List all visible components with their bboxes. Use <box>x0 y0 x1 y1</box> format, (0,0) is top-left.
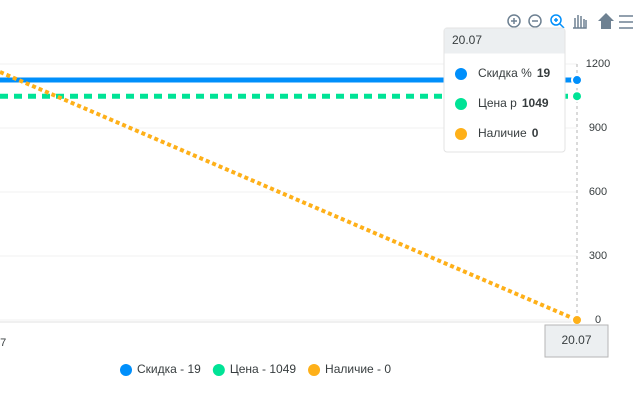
legend-marker <box>308 364 321 376</box>
marker <box>571 314 583 326</box>
toolbar <box>507 13 633 29</box>
marker <box>571 74 583 87</box>
y-tick-label: 300 <box>589 250 607 262</box>
x-tick-label: 07 <box>0 337 6 349</box>
legend-marker <box>212 364 225 376</box>
zoom-out-button[interactable] <box>528 14 542 28</box>
tooltip-title: 20.07 <box>452 33 482 47</box>
pan-button[interactable] <box>573 15 587 29</box>
legend: Скидка - 19 Цена - 1049 Наличие - 0 <box>120 362 391 376</box>
tooltip: 20.07 Скидка % 19 Цена р 1049 Наличие 0 <box>443 27 566 153</box>
y-tick-label: 900 <box>589 122 607 134</box>
x-axis-tooltip-label: 20.07 <box>561 333 591 347</box>
menu-button[interactable] <box>619 15 633 29</box>
marker <box>571 90 583 103</box>
tooltip-marker <box>455 128 467 140</box>
zoom-in-button[interactable] <box>507 14 521 28</box>
tooltip-series-name: Скидка % <box>478 66 532 80</box>
tooltip-series-name: Наличие <box>478 126 527 140</box>
legend-marker <box>120 364 132 376</box>
legend-label: Скидка - 19 <box>137 362 201 376</box>
tooltip-value: 1049 <box>522 96 549 110</box>
x-axis-tooltip <box>544 324 609 358</box>
zoom-button[interactable] <box>550 14 565 29</box>
tooltip-value: 19 <box>537 66 551 80</box>
legend-label: Наличие - 0 <box>325 362 391 376</box>
tooltip-box <box>443 27 566 153</box>
tooltip-series-name: Цена р <box>478 96 517 110</box>
y-tick-label: 600 <box>589 186 607 198</box>
reset-button[interactable] <box>598 13 614 29</box>
tooltip-marker <box>455 98 467 110</box>
y-tick-label: 1200 <box>586 58 610 70</box>
tooltip-marker <box>455 68 467 80</box>
y-tick-label: 0 <box>595 314 601 326</box>
tooltip-header <box>444 28 565 54</box>
tooltip-value: 0 <box>532 126 539 140</box>
legend-label: Цена - 1049 <box>230 362 297 376</box>
